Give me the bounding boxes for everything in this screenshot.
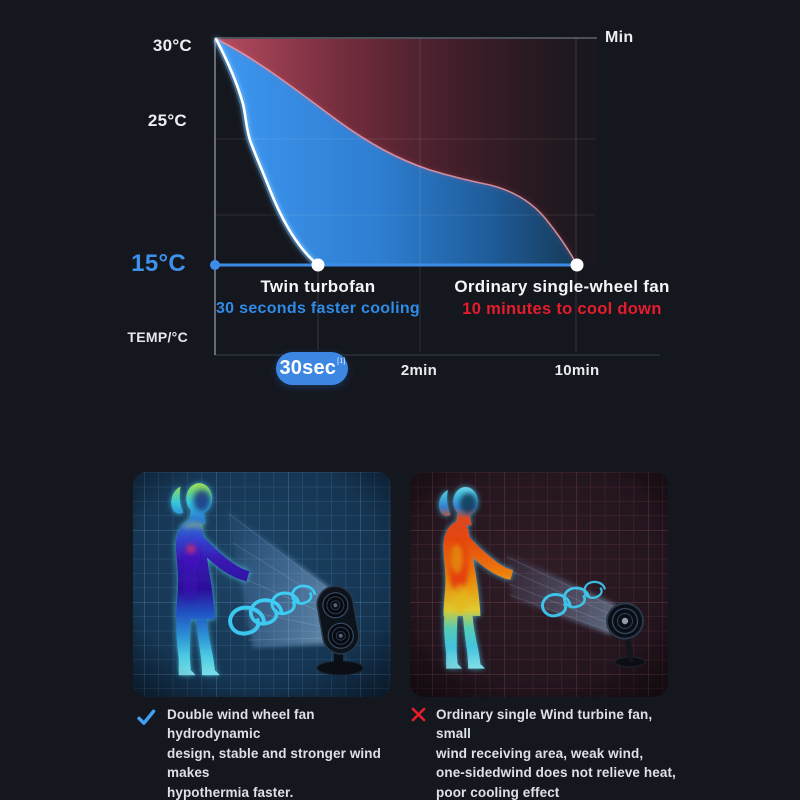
twin-turbofan-sublabel: 30 seconds faster cooling <box>215 300 420 317</box>
ordinary-fan-sublabel: 10 minutes to cool down <box>462 300 662 318</box>
ordinary-fan-area <box>216 39 597 265</box>
x-axis-unit-label: Min <box>605 29 634 46</box>
twin-turbofan-area <box>216 39 577 265</box>
y-axis-title: TEMP/°C <box>127 329 188 345</box>
caption-twin-fan-text: Double wind wheel fan hydrodynamic desig… <box>167 707 381 800</box>
y-tick-15c: 15°C <box>131 250 186 277</box>
footnote-marker: [1] <box>337 358 346 365</box>
twin-turbofan-label: Twin turbofan <box>260 277 376 296</box>
caption-twin-fan: Double wind wheel fan hydrodynamic desig… <box>136 705 392 800</box>
chart-gridlines <box>215 38 595 352</box>
ordinary-fan-curve <box>215 38 578 266</box>
thermal-comparison-canvas <box>133 472 668 697</box>
y-tick-25c: 25°C <box>147 111 187 130</box>
caption-single-fan: Ordinary single Wind turbine fan, small … <box>411 705 677 800</box>
x-tick-30sec-label: 30sec <box>279 357 337 379</box>
cross-icon <box>411 707 426 722</box>
cooling-chart-canvas <box>210 37 660 356</box>
dot-10min <box>570 258 584 272</box>
y-tick-30c: 30°C <box>152 36 192 55</box>
x-tick-30sec-pill: 30sec [1] <box>276 352 348 385</box>
x-tick-10min: 10min <box>554 362 600 379</box>
x-tick-2min: 2min <box>400 362 438 379</box>
thermal-card-twin-fan <box>133 472 391 697</box>
dot-30sec <box>311 258 325 272</box>
twin-turbofan-curve <box>214 37 320 267</box>
ordinary-fan-label: Ordinary single-wheel fan <box>454 277 670 296</box>
caption-single-fan-text: Ordinary single Wind turbine fan, small … <box>436 707 676 800</box>
thermal-card-single-fan <box>410 472 668 697</box>
baseline-origin-dot <box>210 260 220 270</box>
check-icon <box>137 709 156 725</box>
